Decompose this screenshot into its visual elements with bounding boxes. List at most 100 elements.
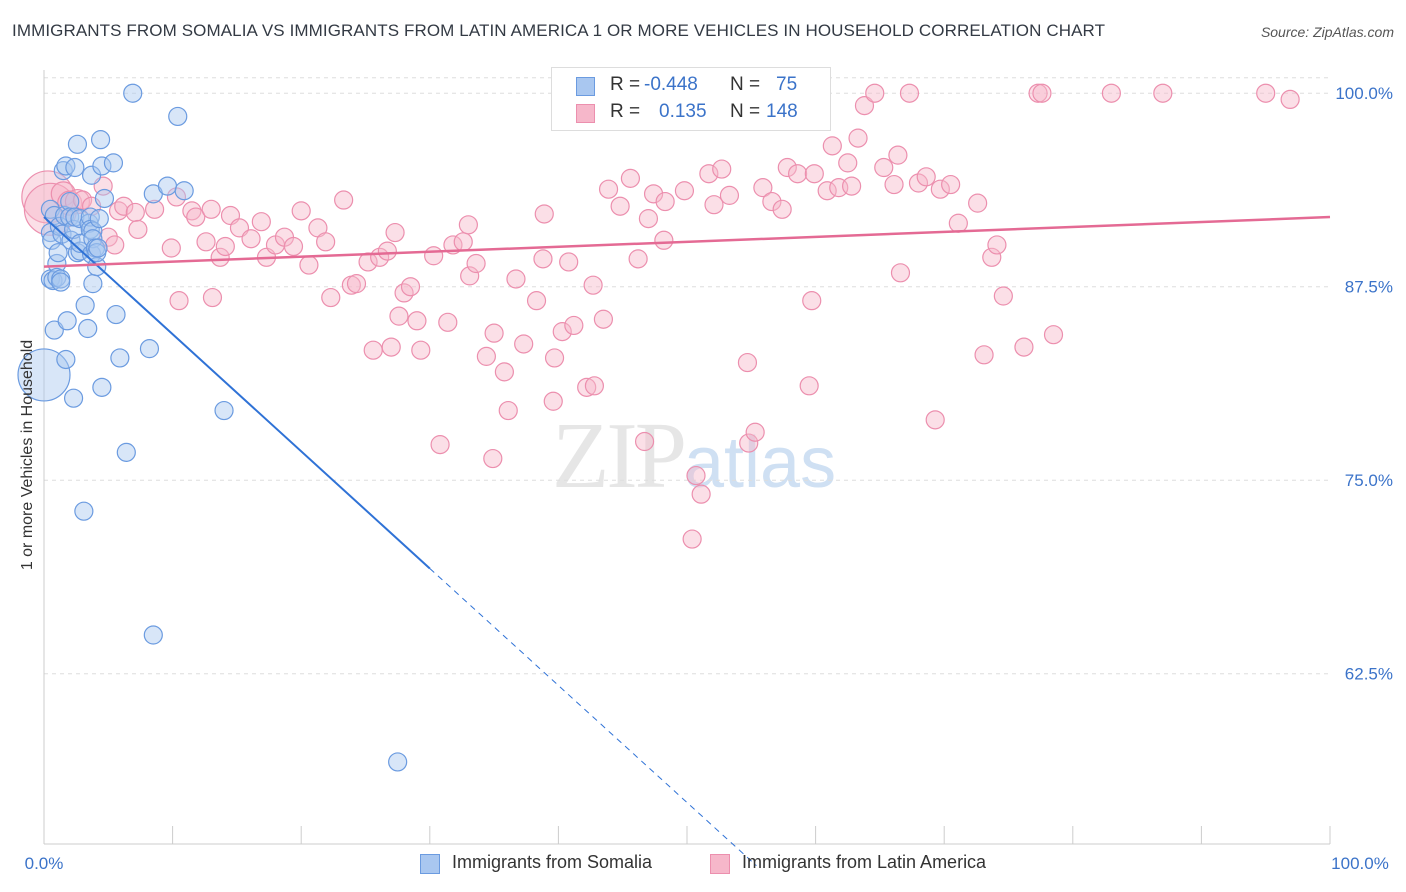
latam-point — [215, 236, 235, 257]
latam-point — [144, 199, 165, 219]
latam-point — [377, 241, 397, 261]
somalia-point — [90, 130, 111, 150]
somalia-point — [88, 238, 108, 258]
latam-point — [583, 275, 603, 295]
latam-point — [842, 176, 862, 196]
latam-point — [884, 174, 904, 195]
latam-point — [460, 266, 480, 286]
legend-row-somalia: R = -0.448 N = 75 — [552, 74, 830, 100]
latam-point — [712, 159, 732, 179]
latam-point — [899, 83, 920, 103]
somalia-point — [143, 625, 163, 645]
y-axis-label: 1 or more Vehicles in Household — [19, 339, 36, 571]
latam-point — [655, 191, 675, 212]
somalia-point — [60, 207, 80, 227]
latam-point — [854, 96, 875, 116]
somalia-point — [106, 304, 126, 325]
latam-point — [777, 157, 797, 178]
latam-point — [787, 164, 808, 184]
latam-point — [483, 448, 503, 469]
latam-point — [888, 145, 908, 165]
latam-point — [559, 252, 579, 272]
latam-point — [1014, 337, 1034, 357]
latam-point — [874, 157, 894, 178]
latam-point — [381, 337, 401, 357]
latam-point — [114, 196, 134, 216]
latam-point — [620, 168, 641, 188]
latam-point — [564, 315, 584, 336]
latam-point — [389, 306, 409, 326]
latam-point — [534, 204, 554, 224]
latam-point — [799, 376, 819, 396]
chart-title: IMMIGRANTS FROM SOMALIA VS IMMIGRANTS FR… — [12, 21, 1106, 40]
legend-row-latam: R = 0.135 N = 148 — [552, 101, 830, 127]
latam-point — [385, 222, 405, 243]
latam-point — [584, 376, 605, 396]
somalia-point — [57, 311, 77, 331]
latam-point — [993, 286, 1013, 306]
latam-point — [251, 212, 271, 232]
y-tick-label: 75.0% — [1345, 471, 1393, 490]
legend-r-value: -0.448 — [644, 74, 698, 95]
latam-point — [105, 235, 125, 255]
latam-point — [23, 182, 78, 236]
latam-point — [283, 236, 304, 257]
latam-point — [930, 179, 950, 199]
x-tick-label: 0.0% — [25, 854, 64, 873]
latam-point — [526, 291, 547, 311]
latam-point — [916, 167, 936, 187]
latam-point — [466, 253, 486, 274]
somalia-point — [78, 318, 98, 339]
latam-point — [577, 377, 597, 397]
y-tick-label: 62.5% — [1345, 665, 1393, 684]
latam-point — [321, 287, 341, 308]
latam-point — [638, 209, 659, 229]
somalia-point — [89, 209, 109, 229]
latam-point — [201, 199, 221, 219]
somalia-point — [67, 134, 88, 154]
somalia-point — [174, 181, 194, 201]
latam-point — [169, 291, 189, 311]
somalia-swatch — [420, 854, 440, 874]
latam-point — [772, 199, 792, 219]
latam-point — [186, 207, 206, 227]
latam-swatch — [710, 854, 730, 874]
latam-point — [1101, 83, 1121, 103]
latam-point — [458, 215, 478, 235]
latam-point — [719, 185, 740, 205]
latam-point — [334, 190, 354, 210]
latam-point — [1043, 325, 1064, 345]
latam-point — [987, 235, 1007, 255]
latam-point — [544, 348, 565, 368]
somalia-point — [44, 205, 64, 226]
legend-n-label: N = — [730, 101, 761, 122]
latam-point — [484, 323, 504, 343]
latam-point — [848, 128, 868, 148]
latam-point — [299, 255, 319, 275]
latam-point — [822, 136, 842, 156]
latam-point — [411, 340, 431, 360]
latam-point — [1256, 83, 1276, 103]
latam-point — [865, 83, 885, 103]
latam-point — [974, 345, 994, 365]
latam-point — [241, 229, 261, 249]
latam-point — [643, 184, 664, 204]
somalia-point — [168, 106, 188, 127]
latam-point — [699, 164, 719, 184]
latam-point — [438, 312, 458, 332]
somalia-point — [116, 442, 136, 462]
somalia-point — [94, 188, 115, 209]
latam-point — [654, 230, 674, 250]
bottom-legend-label: Immigrants from Latin America — [742, 852, 987, 872]
latam-point — [1153, 83, 1173, 103]
somalia-point — [139, 339, 160, 359]
latam-point — [890, 263, 911, 283]
legend-n-value: 75 — [776, 74, 798, 95]
latam-point — [161, 238, 181, 258]
latam-point — [346, 274, 367, 294]
latam-point — [802, 291, 822, 311]
latam-point — [400, 277, 421, 297]
latam-point — [424, 246, 444, 266]
latam-point — [1280, 89, 1300, 110]
